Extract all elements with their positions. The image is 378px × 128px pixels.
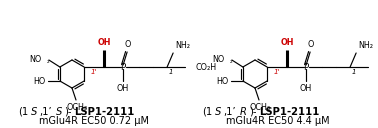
Text: )-: )- — [249, 107, 257, 117]
Text: ₂: ₂ — [47, 58, 50, 64]
Text: OH: OH — [280, 38, 294, 47]
Text: )-: )- — [64, 107, 72, 117]
Text: O: O — [308, 40, 314, 49]
Text: 1: 1 — [169, 69, 174, 75]
Text: OCH₃: OCH₃ — [67, 103, 88, 112]
Text: OH: OH — [300, 84, 312, 93]
Text: OCH₃: OCH₃ — [249, 103, 271, 112]
Text: 1': 1' — [274, 69, 280, 75]
Text: 1: 1 — [352, 69, 356, 75]
Text: NO: NO — [213, 55, 225, 63]
Text: (1: (1 — [18, 107, 28, 117]
Text: HO: HO — [217, 77, 229, 86]
Text: NO: NO — [29, 55, 42, 63]
Text: P: P — [304, 62, 309, 72]
Text: S: S — [31, 107, 38, 117]
Text: HO: HO — [34, 77, 46, 86]
Text: LSP1-2111: LSP1-2111 — [259, 107, 319, 117]
Text: LSP1-2111: LSP1-2111 — [74, 107, 135, 117]
Text: NH₂: NH₂ — [358, 41, 373, 50]
Text: R: R — [240, 107, 247, 117]
Text: CO₂H: CO₂H — [195, 62, 216, 72]
Text: O: O — [125, 40, 131, 49]
Text: mGlu4R EC50 0.72 μM: mGlu4R EC50 0.72 μM — [39, 116, 149, 126]
Text: S: S — [56, 107, 62, 117]
Text: P: P — [121, 62, 126, 72]
Text: OH: OH — [117, 84, 129, 93]
Text: S: S — [215, 107, 222, 117]
Text: NH₂: NH₂ — [175, 41, 190, 50]
Text: ,1’: ,1’ — [40, 107, 52, 117]
Text: ,1’: ,1’ — [224, 107, 236, 117]
Text: mGlu4R EC50 4.4 μM: mGlu4R EC50 4.4 μM — [226, 116, 330, 126]
Text: 1': 1' — [91, 69, 98, 75]
Text: OH: OH — [98, 38, 111, 47]
Text: (1: (1 — [202, 107, 212, 117]
Text: ₂: ₂ — [230, 58, 232, 64]
